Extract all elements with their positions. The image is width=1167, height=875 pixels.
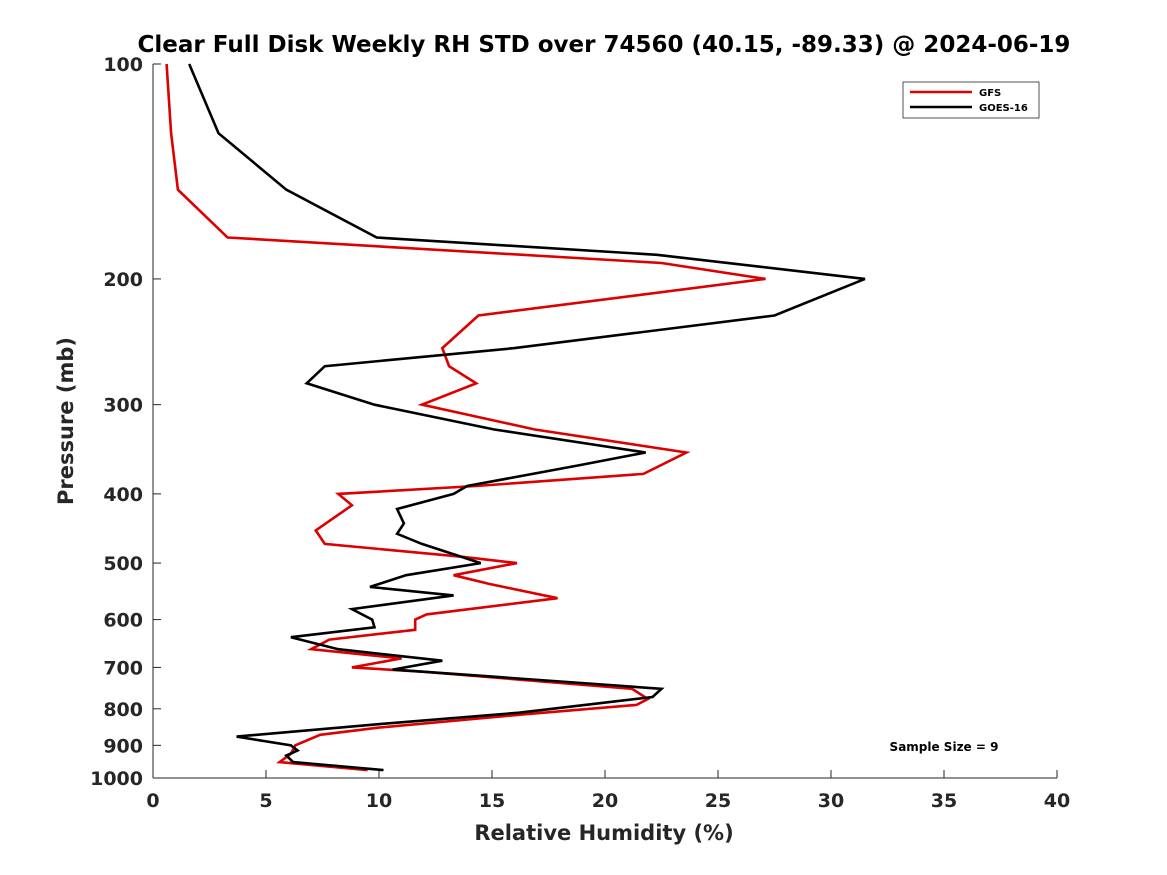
legend: GFS GOES-16 bbox=[902, 81, 1040, 119]
y-tick-label: 300 bbox=[103, 395, 143, 417]
x-tick-label: 0 bbox=[146, 790, 159, 812]
x-tick-label: 15 bbox=[479, 790, 505, 812]
y-axis-label: Pressure (mb) bbox=[54, 337, 78, 505]
y-tick-label: 400 bbox=[103, 484, 143, 506]
y-tick-label: 200 bbox=[103, 269, 143, 291]
y-tick-label: 800 bbox=[103, 699, 143, 721]
series-line-goes-16 bbox=[188, 63, 866, 772]
x-tick-label: 20 bbox=[592, 790, 618, 812]
x-tick-label: 40 bbox=[1044, 790, 1070, 812]
legend-box bbox=[902, 81, 1040, 119]
y-ticks: 100 200 300 400 500 600 700 800 900 1000 bbox=[90, 54, 161, 790]
y-tick-label: 100 bbox=[103, 54, 143, 76]
sample-size-annotation: Sample Size = 9 bbox=[890, 740, 999, 754]
legend-label: GFS bbox=[979, 88, 1001, 99]
y-tick-label: 700 bbox=[103, 657, 143, 679]
y-tick-label: 1000 bbox=[90, 768, 143, 790]
chart-title: Clear Full Disk Weekly RH STD over 74560… bbox=[138, 32, 1071, 58]
x-tick-label: 10 bbox=[366, 790, 392, 812]
x-axis-label: Relative Humidity (%) bbox=[474, 821, 733, 845]
x-tick-label: 5 bbox=[259, 790, 272, 812]
y-tick-label: 900 bbox=[103, 735, 143, 757]
series-lines bbox=[165, 63, 866, 772]
x-tick-label: 35 bbox=[931, 790, 957, 812]
x-tick-label: 30 bbox=[818, 790, 844, 812]
x-tick-label: 25 bbox=[705, 790, 731, 812]
series-line-gfs bbox=[165, 63, 766, 772]
y-tick-label: 500 bbox=[103, 553, 143, 575]
legend-label: GOES-16 bbox=[979, 103, 1028, 114]
y-tick-label: 600 bbox=[103, 610, 143, 632]
plot-area: 0 5 10 15 20 25 30 35 40 100 200 300 400 500 600 700 80… bbox=[90, 54, 1070, 812]
x-ticks: 0 5 10 15 20 25 30 35 40 bbox=[146, 770, 1070, 812]
